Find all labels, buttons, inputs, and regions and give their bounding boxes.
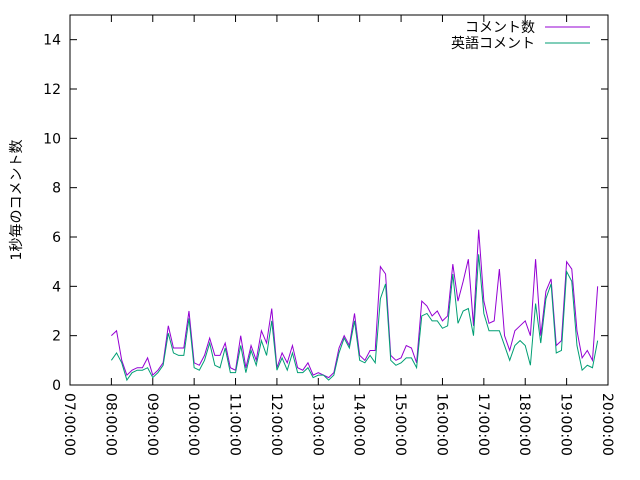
x-tick-label: 10:00:00	[185, 393, 201, 456]
x-tick-label: 09:00:00	[144, 393, 160, 456]
series-line	[111, 229, 599, 379]
y-axis-label: 1秒毎のコメント数	[9, 140, 25, 261]
x-tick-label: 16:00:00	[433, 393, 449, 456]
x-tick-label: 20:00:00	[599, 393, 615, 456]
plot-frame	[69, 14, 609, 386]
y-tick-label: 10	[43, 131, 61, 147]
x-tick-label: 12:00:00	[268, 393, 284, 456]
y-tick-label: 12	[43, 82, 61, 98]
y-tick-label: 8	[52, 181, 61, 197]
y-tick-label: 14	[43, 33, 61, 49]
x-tick-label: 18:00:00	[516, 393, 532, 456]
x-tick-label: 08:00:00	[102, 393, 118, 456]
y-tick-label: 0	[52, 378, 61, 394]
x-tick-label: 17:00:00	[475, 393, 491, 456]
x-tick-label: 19:00:00	[558, 393, 574, 456]
x-tick-label: 07:00:00	[61, 393, 77, 456]
legend-label: 英語コメント	[451, 35, 535, 52]
x-tick-label: 15:00:00	[392, 393, 408, 456]
y-tick-label: 2	[52, 329, 61, 345]
x-tick-label: 13:00:00	[309, 393, 325, 456]
x-tick-label: 14:00:00	[351, 393, 367, 456]
series-line	[110, 254, 599, 382]
x-tick-label: 11:00:00	[227, 393, 243, 456]
legend-label: コメント数	[465, 20, 535, 36]
y-tick-label: 4	[52, 279, 61, 295]
y-tick-label: 6	[52, 230, 61, 246]
